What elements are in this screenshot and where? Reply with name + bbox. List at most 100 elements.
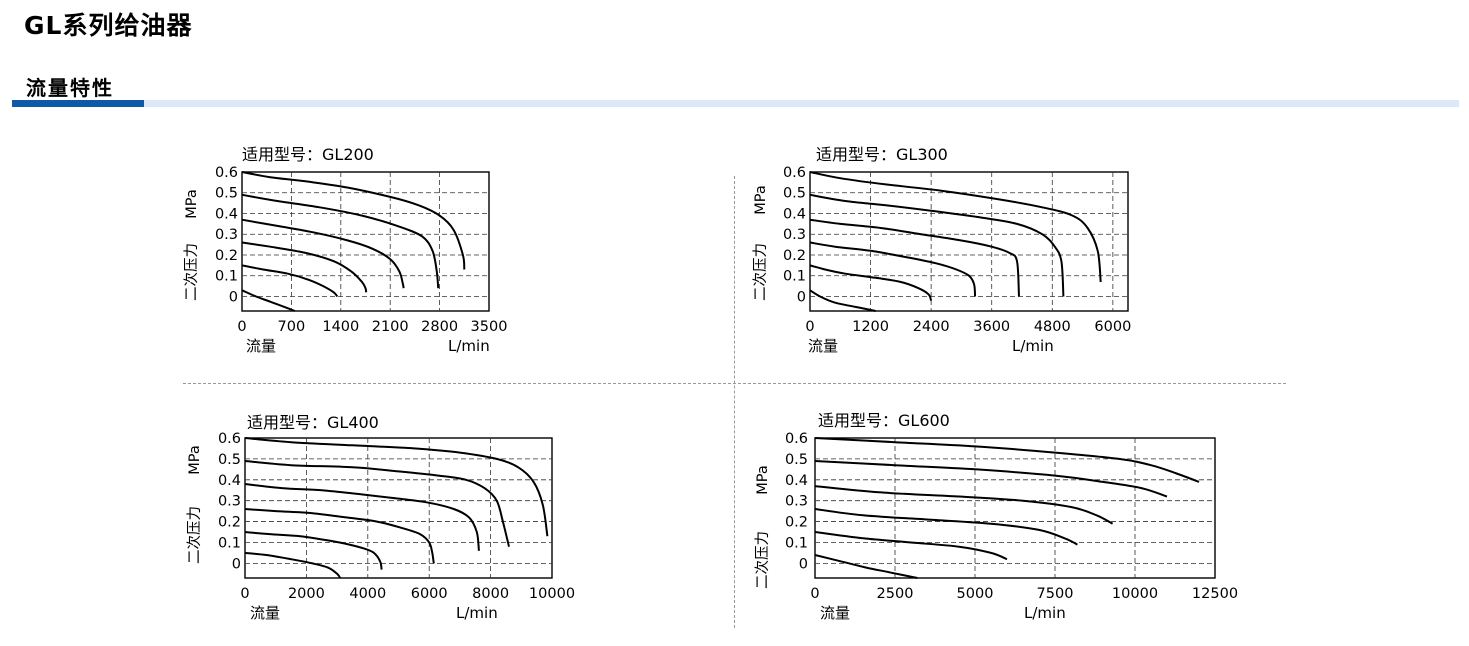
x-tick-label: 0	[805, 319, 814, 335]
y-axis-label: 二次压力	[183, 243, 200, 301]
x-tick-label: 5000	[957, 586, 994, 602]
x-tick-label: 0	[237, 319, 246, 335]
x-tick-label: 0	[810, 586, 819, 602]
y-axis-unit: MPa	[753, 185, 769, 215]
y-tick-label: 0.5	[783, 186, 806, 202]
flow-curve	[814, 437, 1200, 483]
flow-curve	[241, 171, 466, 270]
flow-curve	[814, 508, 1078, 546]
y-tick-label: 0.1	[215, 269, 238, 285]
x-tick-label: 0	[240, 586, 249, 602]
flow-curve	[241, 241, 368, 293]
x-tick-label: 2100	[372, 319, 409, 335]
y-tick-label: 0.2	[785, 515, 808, 531]
chart-frame	[241, 171, 490, 312]
flow-curve	[809, 193, 1065, 297]
y-tick-label: 0.1	[218, 535, 241, 551]
y-tick-label: 0.5	[785, 452, 808, 468]
x-tick-label: 6000	[1094, 319, 1131, 335]
y-tick-label: 0.6	[783, 165, 806, 181]
y-tick-label: 0.6	[215, 165, 238, 181]
flow-curve	[809, 171, 1102, 283]
y-axis-label: 二次压力	[754, 531, 771, 589]
flow-curve	[809, 289, 876, 312]
x-axis-unit: L/min	[448, 337, 490, 355]
y-tick-label: 0.4	[218, 473, 241, 489]
flow-curve	[244, 460, 510, 547]
section-rule	[12, 100, 1459, 107]
y-tick-label: 0.6	[785, 431, 808, 447]
y-tick-label: 0.3	[215, 227, 238, 243]
x-axis-unit: L/min	[456, 604, 498, 622]
x-tick-label: 8000	[472, 586, 509, 602]
x-tick-label: 6000	[411, 586, 448, 602]
y-tick-label: 0.3	[783, 227, 806, 243]
x-axis-label: 流量	[246, 337, 276, 355]
y-axis-unit: MPa	[184, 189, 200, 219]
x-tick-label: 4800	[1034, 319, 1071, 335]
x-axis-label: 流量	[250, 604, 280, 622]
x-tick-label: 1200	[852, 319, 889, 335]
section-rule-accent	[12, 100, 144, 107]
x-axis-unit: L/min	[1024, 604, 1066, 622]
y-axis-unit: MPa	[187, 445, 203, 475]
chart-frame	[809, 171, 1129, 312]
x-tick-label: 2400	[913, 319, 950, 335]
y-axis-label: 二次压力	[186, 506, 203, 564]
chart-title: 适用型号：GL300	[816, 145, 948, 164]
x-tick-label: 2000	[288, 586, 325, 602]
y-tick-label: 0.5	[215, 186, 238, 202]
x-tick-label: 12500	[1192, 586, 1238, 602]
flow-curve	[244, 531, 383, 570]
y-tick-label: 0.4	[783, 206, 806, 222]
y-tick-label: 0.5	[218, 452, 241, 468]
flow-curve	[244, 551, 342, 579]
y-axis-unit: MPa	[755, 465, 771, 495]
flow-curve	[244, 508, 435, 564]
vertical-divider	[734, 176, 735, 628]
flow-curve	[241, 193, 440, 289]
x-tick-label: 1400	[322, 319, 359, 335]
x-tick-label: 10000	[1112, 586, 1158, 602]
y-axis-label: 二次压力	[752, 243, 769, 301]
y-tick-label: 0	[232, 556, 241, 572]
y-tick-label: 0	[799, 556, 808, 572]
x-tick-label: 3600	[973, 319, 1010, 335]
x-axis-label: 流量	[820, 604, 850, 622]
flow-curve	[241, 264, 339, 298]
flow-curve	[809, 241, 977, 297]
flow-curve	[809, 264, 933, 301]
y-tick-label: 0.2	[218, 515, 241, 531]
flow-curve	[241, 218, 405, 289]
page-title: GL系列给油器	[24, 11, 193, 40]
section-title: 流量特性	[26, 76, 114, 100]
x-tick-label: 7500	[1037, 586, 1074, 602]
flow-curve	[814, 485, 1114, 525]
x-axis-unit: L/min	[1012, 337, 1054, 355]
y-tick-label: 0.1	[783, 269, 806, 285]
flow-curve	[814, 554, 918, 579]
y-tick-label: 0	[229, 289, 238, 305]
x-tick-label: 3500	[471, 319, 508, 335]
y-tick-label: 0.1	[785, 535, 808, 551]
y-tick-label: 0.3	[785, 494, 808, 510]
flow-curve	[814, 460, 1168, 498]
x-tick-label: 2500	[877, 586, 914, 602]
y-tick-label: 0.2	[215, 248, 238, 264]
flow-curve	[244, 437, 549, 537]
chart-title: 适用型号：GL600	[818, 411, 950, 430]
y-tick-label: 0.3	[218, 494, 241, 510]
y-tick-label: 0.4	[785, 473, 808, 489]
x-tick-label: 10000	[529, 586, 575, 602]
y-tick-label: 0.2	[783, 248, 806, 264]
flow-curve	[244, 483, 480, 551]
y-tick-label: 0.6	[218, 431, 241, 447]
chart-title: 适用型号：GL400	[247, 413, 379, 432]
chart-title: 适用型号：GL200	[242, 145, 374, 164]
y-tick-label: 0.4	[215, 206, 238, 222]
flow-curve	[241, 289, 296, 312]
y-tick-label: 0	[797, 289, 806, 305]
flow-curve	[814, 531, 1008, 561]
x-tick-label: 700	[278, 319, 306, 335]
